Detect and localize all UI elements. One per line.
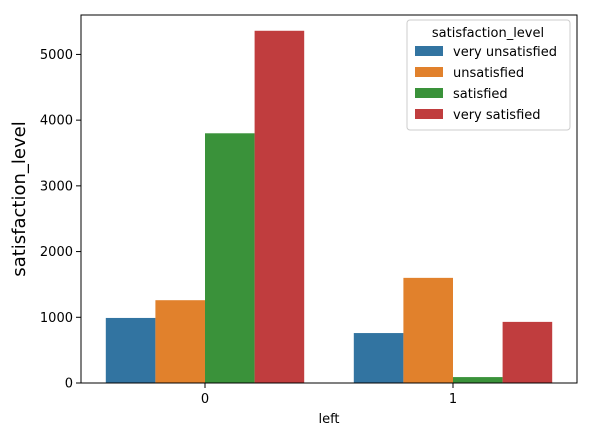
legend-swatch	[415, 109, 443, 119]
bar-very-unsatisfied-0	[105, 317, 156, 383]
y-axis: 0 1000 2000 3000 4000 5000	[40, 48, 81, 392]
y-tick-label: 5000	[40, 48, 73, 63]
bar-unsatisfied-1	[403, 277, 453, 383]
legend-frame	[406, 19, 571, 131]
legend-label: very unsatisfied	[453, 45, 557, 60]
y-tick-label: 4000	[40, 114, 73, 129]
y-tick-label: 1000	[40, 311, 73, 326]
legend-label: very satisfied	[453, 108, 541, 123]
legend-label: satisfied	[453, 87, 508, 102]
bar-unsatisfied-0	[155, 300, 205, 383]
x-axis-label: left	[318, 412, 339, 427]
legend-title: satisfaction_level	[432, 26, 544, 41]
bars-group	[105, 30, 553, 384]
y-tick-label: 2000	[40, 245, 73, 260]
legend-swatch	[415, 88, 443, 98]
x-tick-label: 0	[201, 392, 209, 407]
y-tick-label: 0	[65, 377, 73, 392]
legend-items: very unsatisfied unsatisfied satisfied very…	[415, 45, 557, 123]
bar-very-unsatisfied-1	[353, 333, 404, 383]
bar-very-satisfied-1	[502, 321, 553, 383]
y-axis-label: satisfaction_level	[9, 121, 30, 276]
bar-satisfied-1	[453, 377, 503, 383]
legend-label: unsatisfied	[453, 66, 524, 81]
bar-very-satisfied-0	[254, 30, 305, 384]
legend-swatch	[415, 46, 443, 56]
plot-frame	[80, 14, 578, 384]
x-tick-label: 1	[449, 392, 457, 407]
bar-satisfied-0	[205, 133, 255, 383]
legend-swatch	[415, 67, 443, 77]
legend: satisfaction_level very unsatisfied unsat…	[406, 19, 571, 131]
y-tick-label: 3000	[40, 179, 73, 194]
